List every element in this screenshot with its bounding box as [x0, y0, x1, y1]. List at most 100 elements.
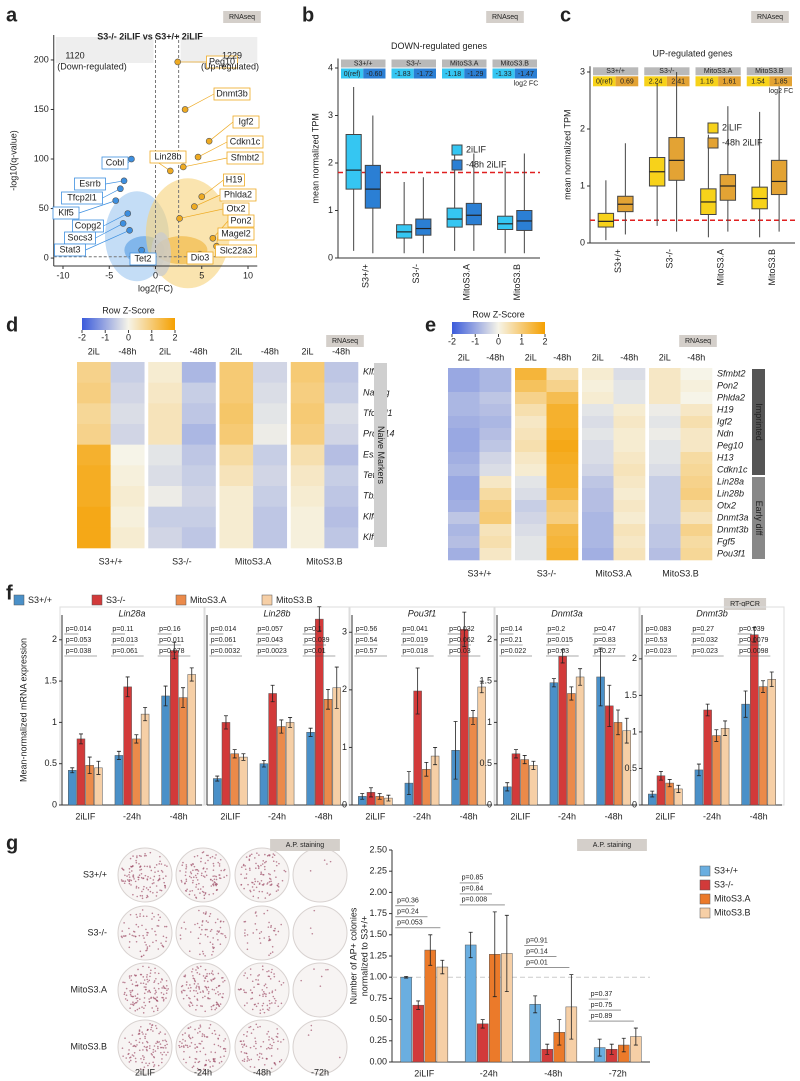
colony — [146, 878, 149, 880]
colony — [183, 1046, 185, 1048]
colony — [268, 1039, 270, 1041]
colony — [153, 875, 156, 878]
colony — [163, 881, 165, 884]
colony — [147, 931, 149, 934]
colony — [143, 979, 146, 981]
y-tick-label: 2 — [342, 684, 347, 694]
colony — [196, 922, 199, 925]
colony — [145, 1062, 147, 1064]
label-box — [219, 188, 257, 202]
plate-row-label: MitoS3.B — [70, 1041, 107, 1051]
error-bar — [714, 729, 719, 742]
colony — [164, 886, 167, 889]
colony — [150, 1026, 153, 1029]
colony — [208, 972, 211, 975]
colony — [197, 870, 200, 872]
y-tick-label: 2 — [487, 634, 492, 644]
heat-cell — [479, 488, 512, 501]
colony — [245, 1045, 248, 1047]
header-cell — [615, 76, 639, 87]
colony — [254, 1037, 256, 1039]
colony — [131, 1003, 134, 1006]
colony — [154, 930, 156, 933]
colony — [246, 948, 249, 951]
heat-cell — [148, 506, 183, 528]
colony — [185, 878, 188, 881]
row-label: Otx2 — [717, 500, 736, 510]
colony — [123, 981, 126, 984]
colony — [202, 886, 204, 888]
colony — [181, 1033, 184, 1036]
colony — [132, 893, 134, 896]
bar — [132, 738, 141, 806]
colony — [120, 879, 123, 881]
colony — [199, 1026, 202, 1028]
colony — [214, 1051, 217, 1054]
colony — [206, 980, 209, 983]
colony — [313, 968, 315, 970]
p-value: p=0.078 — [159, 648, 185, 655]
header-group: S3-/- — [659, 68, 675, 75]
colony — [194, 874, 197, 877]
colony — [125, 994, 128, 997]
panel-letter: c — [560, 4, 571, 26]
colony — [273, 1062, 276, 1064]
p-value: p=0.89 — [591, 1013, 613, 1020]
bar — [511, 753, 521, 806]
colony — [195, 1051, 198, 1053]
colony — [139, 894, 142, 897]
colony — [152, 879, 155, 881]
colony — [124, 1037, 126, 1039]
colony — [196, 1046, 199, 1048]
heat-cell — [613, 452, 646, 465]
colony — [262, 993, 264, 996]
colony — [183, 1050, 185, 1053]
error-bar — [134, 734, 139, 744]
group-label: MitoS3.B — [306, 556, 343, 566]
header-value: -1.33 — [496, 71, 512, 78]
colony — [263, 1011, 266, 1014]
colony — [215, 878, 218, 881]
colony — [310, 1024, 313, 1027]
colony — [263, 1063, 266, 1066]
colony — [253, 889, 255, 891]
label-box — [215, 244, 257, 258]
point-label: Igf2 — [238, 116, 253, 126]
colony — [145, 887, 148, 889]
x-tick-label: -48h — [460, 811, 478, 821]
colony — [195, 990, 197, 992]
heat-cell — [479, 368, 512, 381]
colony — [249, 869, 251, 871]
y-tick-label: 1 — [52, 717, 57, 727]
colony — [160, 978, 163, 980]
plate-row-label: S3-/- — [87, 927, 107, 937]
colony — [250, 1032, 253, 1034]
heat-cell — [479, 440, 512, 453]
colony — [162, 985, 165, 988]
header-group: MitoS3.A — [450, 60, 479, 67]
p-value: p=0.11 — [112, 626, 133, 633]
group-label: MitoS3.A — [235, 556, 272, 566]
colony — [142, 877, 144, 880]
p-value: p=0.53 — [646, 637, 668, 644]
label-leader — [78, 200, 116, 214]
colony — [189, 1045, 191, 1047]
colony — [136, 916, 138, 918]
colony — [145, 986, 147, 988]
colony — [219, 943, 222, 945]
heat-cell — [582, 392, 614, 405]
colony — [269, 893, 272, 895]
colony — [193, 865, 196, 868]
colony — [160, 863, 163, 865]
colony — [224, 934, 226, 937]
point-label: Cobl — [106, 157, 125, 167]
heat-cell — [546, 476, 579, 489]
p-value: p=0.56 — [356, 626, 378, 633]
header-bg — [593, 67, 639, 76]
box — [719, 174, 737, 201]
bar — [767, 679, 776, 806]
plate — [292, 847, 348, 903]
error-bar — [696, 763, 701, 777]
colony — [152, 1048, 155, 1051]
box — [497, 215, 514, 230]
